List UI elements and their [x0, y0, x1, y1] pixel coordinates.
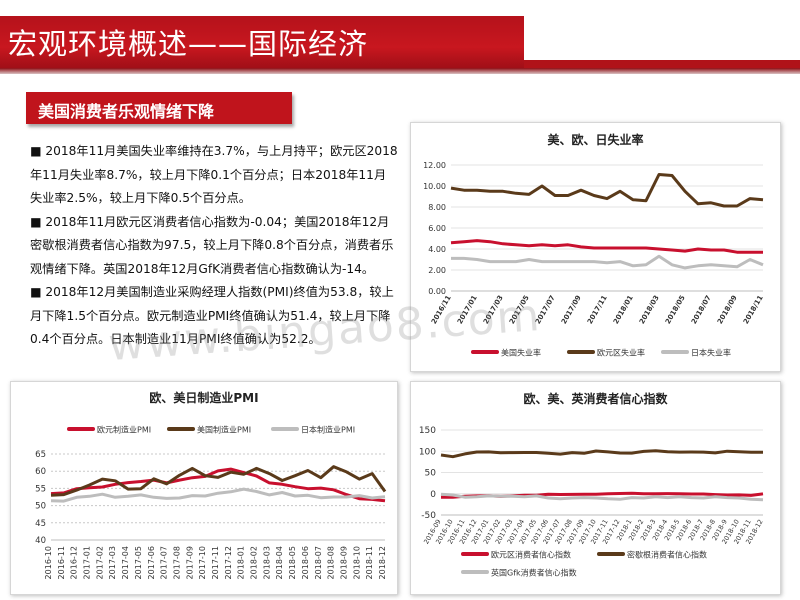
x-tick-label: 2017/11 [586, 294, 609, 326]
bullet-text-block: ■ 2018年11月美国失业率维持在3.7%，与上月持平；欧元区2018年11月… [30, 140, 398, 352]
x-tick-label: 2018-04 [275, 546, 284, 579]
pmi-chart: 欧、美日制造业PMI 40 45 50 55 60 65 2016-10 2016-11 201… [10, 381, 398, 595]
y-tick-label: 100 [419, 447, 436, 457]
legend-label: 欧元区消费者信心指数 [491, 550, 571, 560]
x-tick-label: 2018-10 [352, 546, 361, 579]
x-tick-label: 2018-11 [365, 546, 374, 579]
y-tick-label: 12.00 [423, 161, 446, 170]
y-tick-label: 10.00 [423, 182, 446, 191]
legend-label: 欧元制造业PMI [97, 425, 151, 435]
section-label: 美国消费者乐观情绪下降 [26, 92, 292, 124]
section-label-text: 美国消费者乐观情绪下降 [38, 102, 215, 121]
bullet-unemployment: ■ 2018年11月美国失业率维持在3.7%，与上月持平；欧元区2018年11月… [30, 144, 398, 205]
confidence-chart: 欧、美、英消费者信心指数 -50 0 50 100 150 2016-09 2016-10 2… [410, 381, 781, 595]
series-line-1 [50, 467, 386, 503]
bullet-confidence: ■ 2018年11月欧元区消费者信心指数为-0.04；美国2018年12月密歇根… [30, 214, 394, 276]
x-tick-label: 2018-07 [314, 546, 323, 579]
y-tick-label: 60 [35, 467, 46, 477]
x-tick-label: 2018-03 [262, 546, 271, 579]
y-tick-label: 65 [35, 450, 46, 460]
x-tick-label: 2017-02 [95, 546, 104, 579]
legend-label: 欧元区失业率 [597, 348, 645, 358]
x-tick-label: 2018-05 [288, 546, 297, 579]
series-line-2 [450, 173, 764, 208]
page-title: 宏观环境概述——国际经济 [8, 27, 369, 61]
y-tick-label: 0 [430, 490, 436, 500]
legend-label: 美国失业率 [501, 348, 541, 358]
x-tick-label: 2017-01 [83, 546, 92, 579]
x-tick-label: 2018-06 [301, 546, 310, 579]
y-tick-label: 45 [35, 519, 46, 529]
x-tick-label: 2017-06 [147, 546, 156, 579]
confidence-plot: -500501001502016-092016-102016-112016-12… [419, 426, 765, 578]
x-tick-label: 2018-08 [327, 546, 336, 579]
legend-label: 日本制造业PMI [301, 425, 355, 435]
y-tick-label: 55 [35, 484, 46, 494]
legend-label: 日本失业率 [691, 348, 731, 358]
y-tick-label: 50 [425, 469, 437, 479]
chart-title: 美、欧、日失业率 [547, 133, 644, 147]
x-tick-label: 2017-05 [134, 546, 143, 579]
y-tick-label: 2.00 [428, 266, 446, 275]
x-tick-label: 2017-03 [108, 546, 117, 579]
x-tick-label: 2018/09 [716, 294, 739, 326]
x-tick-label: 2017-08 [172, 546, 181, 579]
x-tick-label: 2016-11 [57, 546, 66, 579]
x-tick-label: 2018/05 [664, 294, 687, 326]
y-tick-label: 6.00 [428, 224, 446, 233]
x-tick-label: 2016-10 [44, 546, 53, 579]
x-tick-label: 2016-12 [70, 546, 79, 579]
series-line-1 [450, 239, 763, 254]
header-thin-bar [524, 60, 800, 68]
y-tick-label: 50 [35, 502, 46, 512]
x-tick-label: 2018-12 [378, 546, 387, 579]
bullet-pmi: ■ 2018年12月美国制造业采购经理人指数(PMI)终值为53.8，较上月下降… [30, 285, 394, 346]
series-line-3 [451, 254, 764, 270]
page-header: 宏观环境概述——国际经济 [0, 16, 800, 74]
series-line-3 [50, 487, 386, 503]
y-tick-label: 4.00 [428, 245, 446, 254]
legend-label: 英国Gfk消费者信心指数 [491, 568, 577, 578]
x-tick-label: 2018/07 [690, 294, 713, 326]
header-shadow [0, 68, 800, 74]
y-tick-label: 8.00 [428, 203, 446, 212]
x-tick-label: 2017-10 [198, 546, 207, 579]
x-tick-label: 2017-04 [121, 546, 130, 579]
x-tick-label: 2018-02 [250, 546, 259, 579]
x-tick-label: 2017-09 [185, 546, 194, 579]
series-line-3 [440, 492, 764, 502]
y-tick-label: 150 [419, 426, 436, 436]
legend-label: 密歇根消费者信心指数 [627, 550, 707, 560]
x-tick-label: 2017-07 [160, 546, 169, 579]
x-tick-label: 2017-11 [211, 546, 220, 579]
chart-title: 欧、美日制造业PMI [149, 391, 259, 405]
y-tick-label: 0.00 [428, 287, 446, 296]
x-tick-label: 2018/01 [612, 294, 635, 326]
header-bar: 宏观环境概述——国际经济 [0, 16, 524, 68]
y-tick-label: -50 [421, 511, 436, 521]
x-tick-label: 2018/11 [742, 294, 765, 326]
legend-label: 美国制造业PMI [197, 425, 251, 435]
x-tick-label: 2018-09 [339, 546, 348, 579]
y-tick-label: 40 [35, 536, 46, 546]
series-line-2 [50, 465, 387, 497]
chart-title: 欧、美、英消费者信心指数 [523, 392, 668, 406]
unemployment-chart: 美、欧、日失业率 0.00 2.00 4.00 6.00 8.00 10.00 12.00 2… [410, 122, 781, 372]
series-line-2 [440, 449, 763, 459]
x-tick-label: 2018/03 [638, 294, 661, 326]
pmi-plot: 40 45 50 55 60 65 2016-10 2016-11 2016-12 2017-01… [35, 425, 387, 580]
x-tick-label: 2017/09 [560, 294, 583, 326]
x-tick-label: 2018-01 [237, 546, 246, 579]
x-tick-label: 2017-12 [224, 546, 233, 579]
